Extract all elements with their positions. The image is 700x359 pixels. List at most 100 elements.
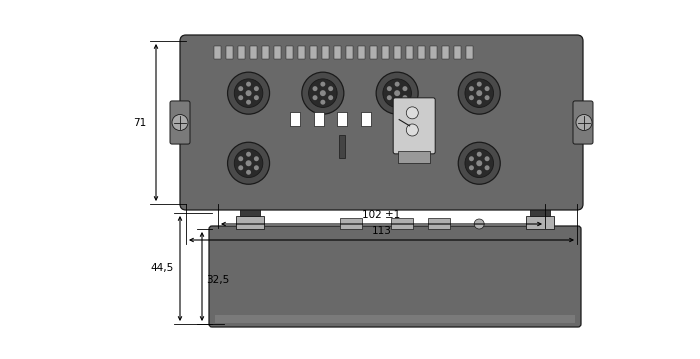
- Bar: [358, 46, 365, 59]
- Circle shape: [246, 160, 251, 166]
- Circle shape: [309, 79, 337, 107]
- Bar: [334, 46, 341, 59]
- Bar: [340, 135, 345, 158]
- Circle shape: [484, 156, 489, 161]
- Circle shape: [387, 86, 392, 91]
- Circle shape: [254, 165, 259, 170]
- Circle shape: [576, 115, 592, 131]
- Circle shape: [484, 165, 489, 170]
- Circle shape: [254, 86, 259, 91]
- Circle shape: [321, 100, 326, 105]
- Circle shape: [395, 100, 400, 105]
- Circle shape: [246, 90, 251, 96]
- Bar: [398, 151, 430, 163]
- Circle shape: [402, 86, 407, 91]
- Circle shape: [312, 95, 318, 100]
- Circle shape: [395, 81, 400, 87]
- Bar: [530, 200, 550, 216]
- Bar: [430, 46, 437, 59]
- Bar: [454, 46, 461, 59]
- Bar: [361, 112, 371, 126]
- Bar: [428, 218, 450, 229]
- Bar: [442, 46, 449, 59]
- Bar: [262, 46, 269, 59]
- Text: 32,5: 32,5: [206, 275, 230, 285]
- Bar: [240, 200, 260, 216]
- Circle shape: [321, 81, 326, 87]
- Bar: [226, 46, 233, 59]
- Circle shape: [172, 115, 188, 131]
- FancyBboxPatch shape: [180, 35, 583, 210]
- Circle shape: [458, 142, 500, 184]
- Circle shape: [238, 86, 243, 91]
- Circle shape: [234, 149, 262, 178]
- FancyBboxPatch shape: [170, 101, 190, 144]
- Bar: [391, 218, 413, 229]
- Circle shape: [484, 86, 489, 91]
- Circle shape: [484, 95, 489, 100]
- Circle shape: [469, 156, 474, 161]
- Circle shape: [477, 100, 482, 105]
- Circle shape: [320, 90, 326, 96]
- Circle shape: [394, 90, 400, 96]
- Bar: [236, 216, 264, 229]
- Circle shape: [246, 100, 251, 105]
- Circle shape: [469, 86, 474, 91]
- Circle shape: [254, 156, 259, 161]
- Circle shape: [246, 81, 251, 87]
- Circle shape: [376, 72, 418, 114]
- Text: 71: 71: [134, 117, 146, 127]
- Circle shape: [476, 90, 482, 96]
- Text: 44,5: 44,5: [150, 264, 174, 274]
- Circle shape: [383, 79, 412, 107]
- Circle shape: [406, 124, 419, 136]
- Bar: [274, 46, 281, 59]
- Circle shape: [238, 95, 243, 100]
- Bar: [526, 216, 554, 229]
- Circle shape: [387, 95, 392, 100]
- Circle shape: [246, 152, 251, 157]
- Text: 113: 113: [372, 226, 391, 236]
- Circle shape: [328, 86, 333, 91]
- Bar: [394, 46, 401, 59]
- Bar: [337, 112, 347, 126]
- Bar: [346, 46, 353, 59]
- Circle shape: [406, 107, 419, 119]
- Circle shape: [402, 95, 407, 100]
- Circle shape: [302, 72, 344, 114]
- Bar: [298, 46, 305, 59]
- Bar: [238, 46, 245, 59]
- Circle shape: [474, 219, 484, 229]
- Circle shape: [477, 81, 482, 87]
- Bar: [340, 218, 362, 229]
- FancyBboxPatch shape: [393, 98, 435, 154]
- Circle shape: [477, 152, 482, 157]
- Bar: [406, 46, 413, 59]
- Bar: [466, 46, 473, 59]
- Circle shape: [238, 165, 243, 170]
- Circle shape: [228, 72, 270, 114]
- Bar: [290, 112, 300, 126]
- Circle shape: [458, 72, 500, 114]
- Bar: [382, 46, 389, 59]
- Circle shape: [228, 142, 270, 184]
- Bar: [322, 46, 329, 59]
- Circle shape: [234, 79, 262, 107]
- Circle shape: [469, 165, 474, 170]
- Circle shape: [476, 160, 482, 166]
- Circle shape: [328, 95, 333, 100]
- Circle shape: [465, 149, 493, 178]
- Circle shape: [477, 170, 482, 175]
- FancyBboxPatch shape: [209, 226, 581, 327]
- Bar: [418, 46, 425, 59]
- Text: 102 ±1: 102 ±1: [363, 210, 400, 220]
- Bar: [310, 46, 317, 59]
- Bar: [314, 112, 324, 126]
- Bar: [215, 315, 575, 323]
- Circle shape: [238, 156, 243, 161]
- Bar: [286, 46, 293, 59]
- Circle shape: [465, 79, 493, 107]
- FancyBboxPatch shape: [573, 101, 593, 144]
- Bar: [250, 46, 257, 59]
- Circle shape: [254, 95, 259, 100]
